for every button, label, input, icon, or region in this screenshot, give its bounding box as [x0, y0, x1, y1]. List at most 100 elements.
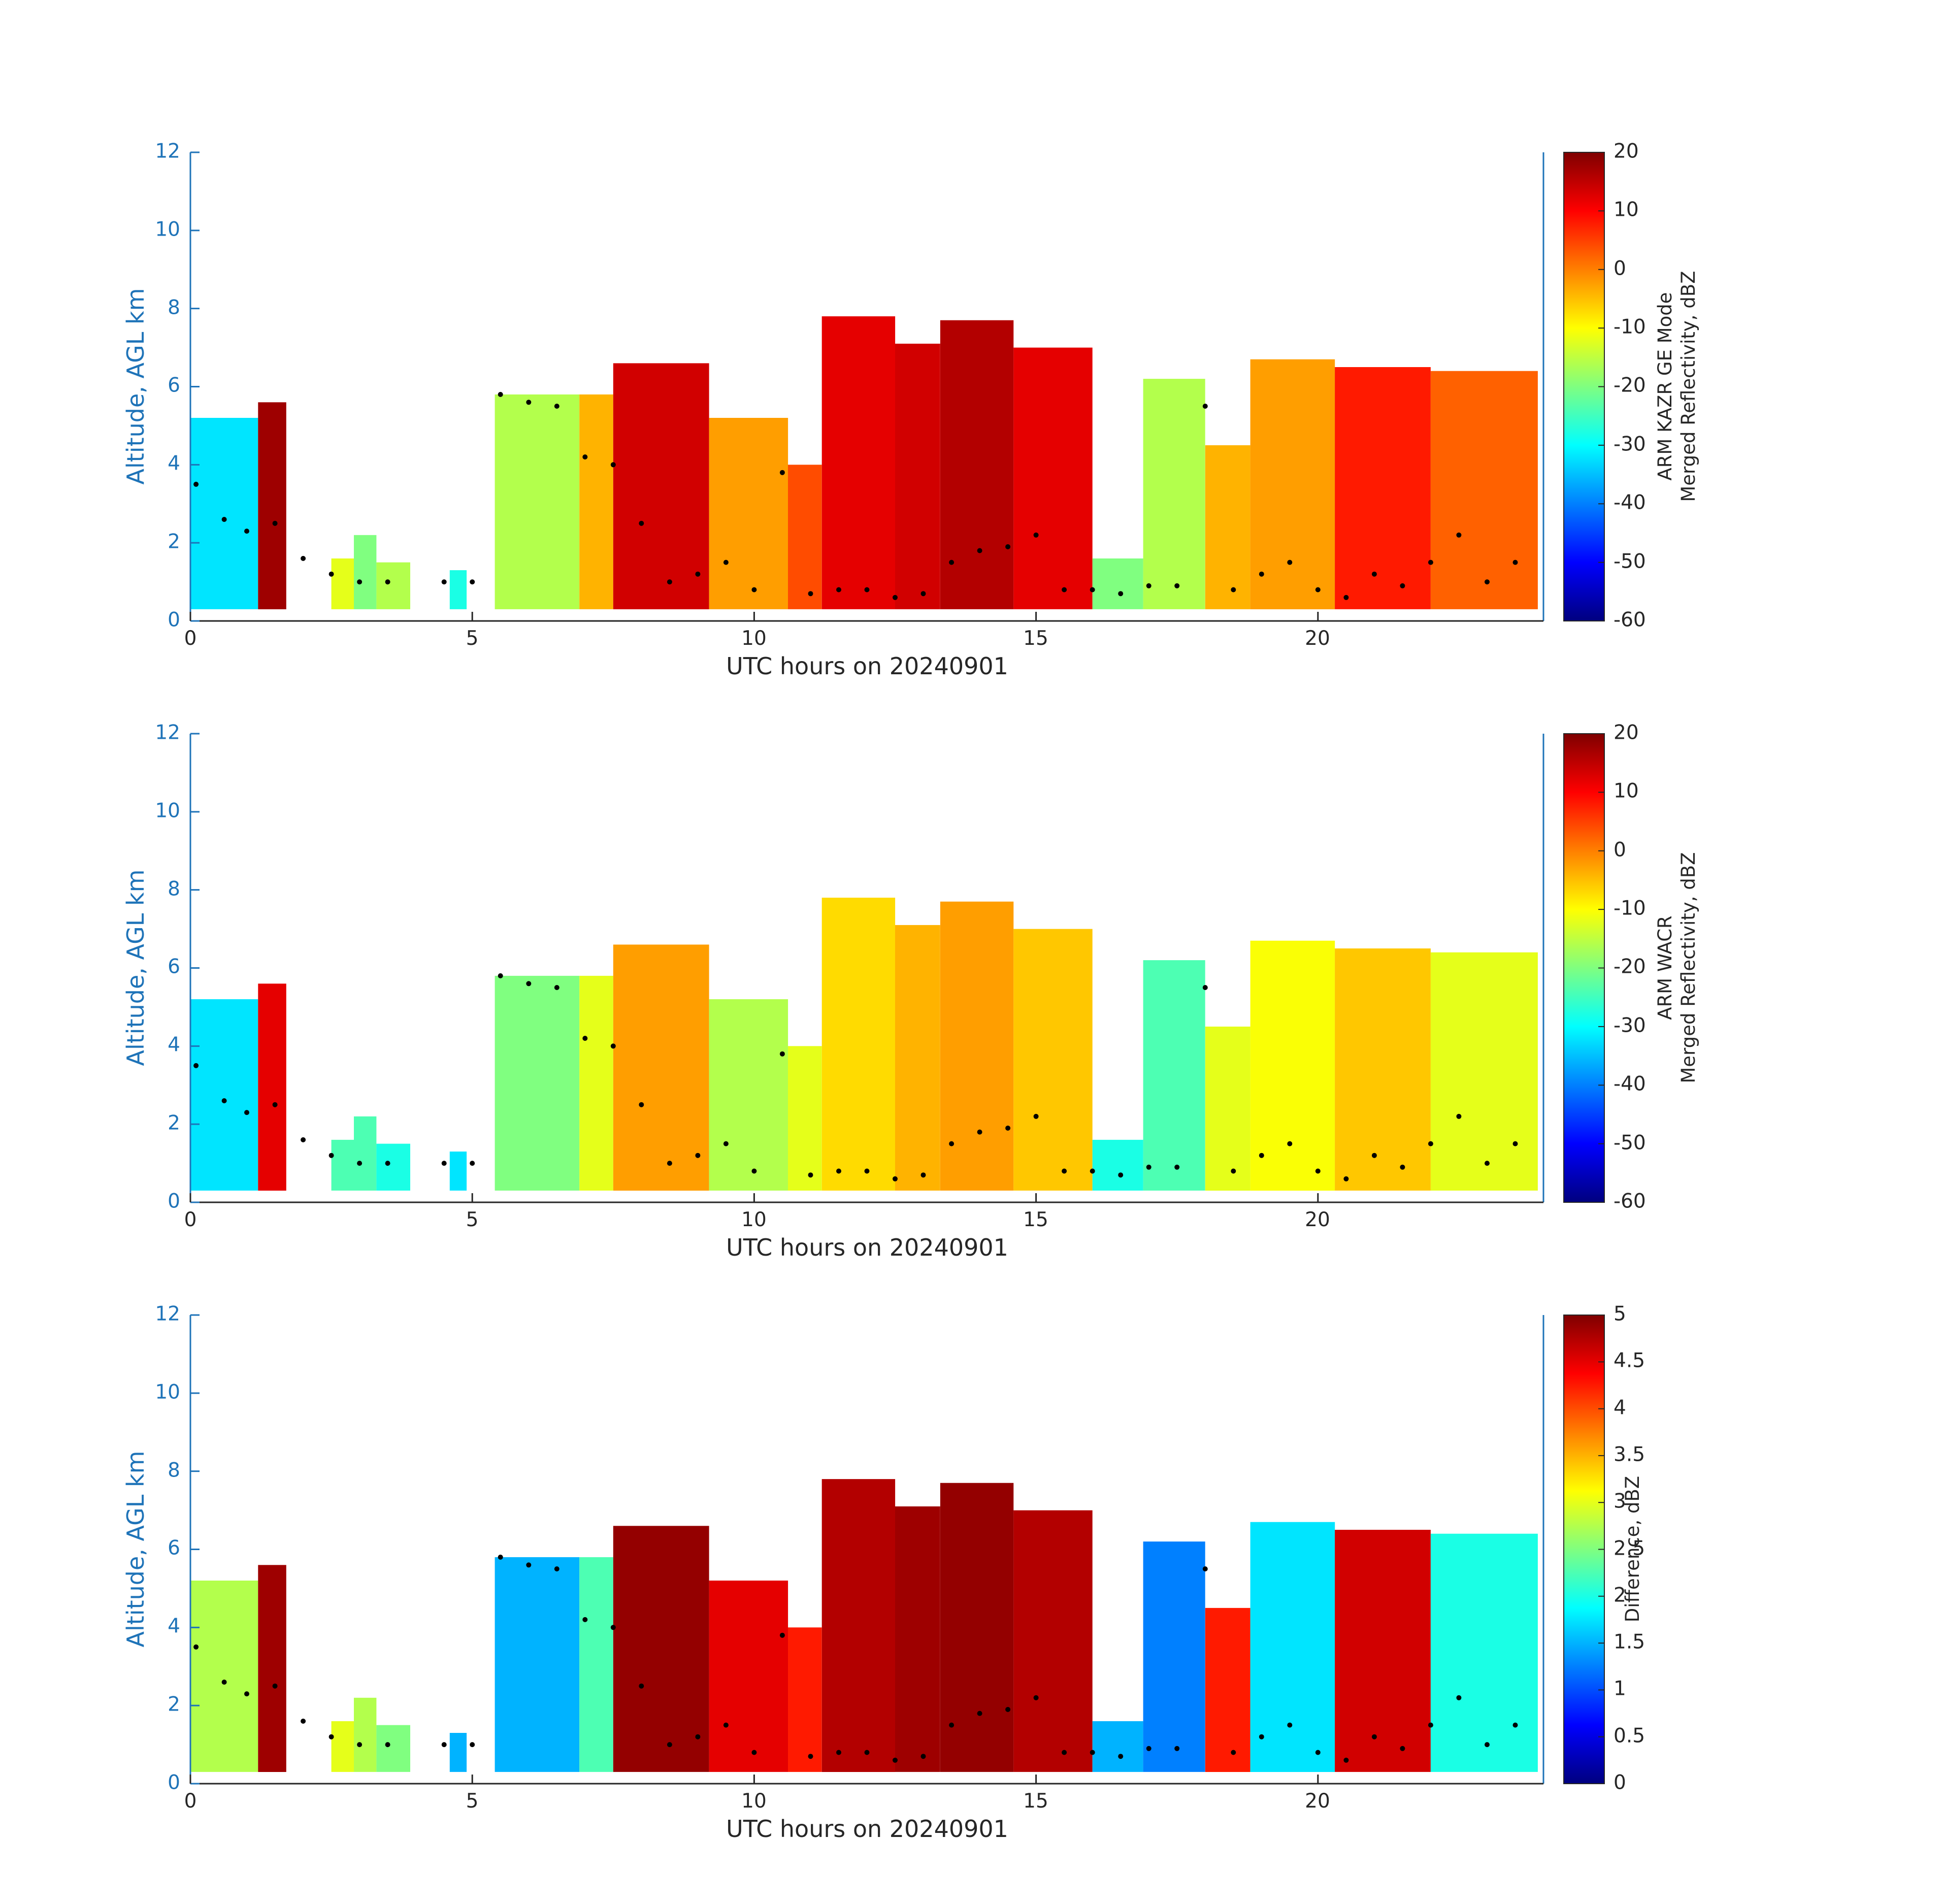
- y-tick-label-0: 0: [168, 609, 180, 632]
- cloud-base-point: [328, 1153, 334, 1158]
- cloud-base-point: [864, 1168, 870, 1174]
- cloud-base-point: [498, 391, 503, 397]
- cloud-base-point: [779, 470, 785, 475]
- cloud-base-point: [1400, 583, 1405, 588]
- cloud-base-point: [1062, 1168, 1067, 1174]
- cloud-base-point: [893, 595, 898, 600]
- colorbar-ticks: [1598, 733, 1604, 1203]
- cloud-base-point: [526, 981, 532, 987]
- cloud-base-point: [385, 1742, 390, 1748]
- colorbar-tick-label: 2: [1614, 1584, 1626, 1607]
- y-tick-label-10: 10: [155, 1381, 180, 1404]
- cloud-base-point: [328, 571, 334, 577]
- x-tick-labels: 0 5 10 15 20: [184, 1208, 1330, 1231]
- cloud-base-point: [554, 985, 559, 990]
- x-tick-label-5: 5: [466, 1790, 479, 1813]
- y-tick-label-12: 12: [155, 721, 180, 744]
- x-axis-label: UTC hours on 20240901: [726, 1234, 1008, 1261]
- y-tick-label-12: 12: [155, 1303, 180, 1326]
- cloud-base-point: [836, 1750, 841, 1755]
- cloud-base-point: [193, 1063, 199, 1068]
- cloud-base-point: [1174, 583, 1180, 588]
- cloud-base-point: [977, 548, 982, 553]
- colorbar-label-line-1: ARM KAZR GE Mode: [1654, 292, 1676, 480]
- colorbar-tick-label: 2.5: [1614, 1537, 1645, 1560]
- cloud-base-point: [836, 1168, 841, 1174]
- cloud-base-point: [836, 587, 841, 593]
- cloud-segment-2: [331, 1139, 354, 1191]
- colorbar-tick-label: -60: [1614, 609, 1646, 632]
- cloud-base-point: [1005, 1706, 1011, 1712]
- cloud-base-point: [1062, 587, 1067, 593]
- cloud-segment-13: [940, 1483, 1014, 1772]
- cloud-base-point: [1343, 1757, 1349, 1763]
- cloud-segment-0: [190, 418, 258, 609]
- colorbar-tick-label: 1: [1614, 1678, 1626, 1700]
- cloud-base-point: [1090, 1750, 1095, 1755]
- cloud-segment-2: [331, 1721, 354, 1772]
- cloud-base-point: [723, 1722, 729, 1728]
- cloud-segment-2: [331, 558, 354, 609]
- cloud-base-point: [723, 1141, 729, 1146]
- cloud-base-point: [1400, 1746, 1405, 1751]
- x-axis-label: UTC hours on 20240901: [726, 652, 1008, 680]
- cloud-base-point: [610, 1625, 616, 1630]
- colorbar-ticks: [1598, 152, 1604, 621]
- cloud-base-point: [1202, 985, 1208, 990]
- y-tick-label-0: 0: [168, 1771, 180, 1794]
- cloud-base-point: [526, 400, 532, 405]
- cloud-segment-19: [1335, 948, 1431, 1191]
- cloud-base-point: [221, 1680, 227, 1685]
- cloud-base-point: [441, 579, 447, 585]
- y-tick-label-8: 8: [168, 878, 180, 901]
- cloud-segment-11: [821, 316, 896, 609]
- x-tick-label-5: 5: [466, 627, 479, 650]
- cloud-segment-4: [376, 562, 410, 609]
- cloud-base-point: [1118, 591, 1124, 597]
- cloud-base-point: [1202, 404, 1208, 409]
- cloud-base-point: [1428, 1722, 1433, 1728]
- cloud-base-point: [1033, 1695, 1039, 1700]
- x-tick-label-0: 0: [184, 627, 197, 650]
- cloud-base-point: [1400, 1164, 1405, 1170]
- y-tick-label-8: 8: [168, 297, 180, 319]
- cloud-base-point: [779, 1051, 785, 1057]
- cloud-base-point: [385, 579, 390, 585]
- cloud-base-point: [667, 1161, 672, 1166]
- y-axis-label: Altitude, AGL km: [122, 1451, 149, 1647]
- cloud-base-point: [526, 1562, 532, 1568]
- cloud-base-point: [1231, 1750, 1236, 1755]
- cloud-base-point: [1259, 1734, 1264, 1739]
- x-tick-label-15: 15: [1023, 1208, 1048, 1231]
- y-tick-label-8: 8: [168, 1459, 180, 1482]
- cloud-base-point: [1315, 1168, 1321, 1174]
- x-tick-labels: 0 5 10 15 20: [184, 627, 1330, 650]
- cloud-base-point: [695, 1734, 701, 1739]
- cloud-segment-12: [895, 925, 940, 1191]
- x-tick-label-20: 20: [1305, 1208, 1330, 1231]
- cloud-segment-20: [1430, 952, 1538, 1191]
- colorbar-label-line-1: ARM WACR: [1654, 915, 1676, 1020]
- y-tick-label-0: 0: [168, 1190, 180, 1213]
- y-tick-label-4: 4: [168, 1615, 180, 1638]
- cloud-segment-6: [495, 394, 580, 609]
- y-tick-label-6: 6: [168, 1537, 180, 1560]
- colorbar-scale: [1563, 152, 1605, 621]
- cloud-base-point: [1371, 571, 1377, 577]
- cloud-segment-1: [258, 1565, 286, 1772]
- cloud-base-point: [639, 1102, 644, 1107]
- cloud-segment-13: [940, 901, 1014, 1191]
- cloud-base-point: [1485, 579, 1490, 585]
- cloud-segment-15: [1092, 558, 1143, 609]
- x-tick-label-20: 20: [1305, 627, 1330, 650]
- cloud-base-point: [808, 591, 813, 597]
- cloud-base-point: [1343, 595, 1349, 600]
- cloud-segment-8: [613, 1526, 709, 1772]
- cloud-base-point: [1428, 1141, 1433, 1146]
- colorbar-tick-label: -50: [1614, 550, 1646, 573]
- x-tick-label-10: 10: [741, 1208, 767, 1231]
- cloud-base-point: [1174, 1164, 1180, 1170]
- y-tick-label-4: 4: [168, 452, 180, 475]
- x-tick-label-0: 0: [184, 1790, 197, 1813]
